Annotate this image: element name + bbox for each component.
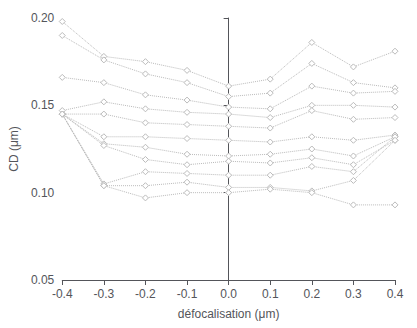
svg-text:0.2: 0.2 bbox=[303, 287, 320, 301]
svg-text:0.1: 0.1 bbox=[262, 287, 279, 301]
svg-text:défocalisation (μm): défocalisation (μm) bbox=[178, 307, 280, 321]
svg-text:0.0: 0.0 bbox=[220, 287, 237, 301]
svg-text:0.3: 0.3 bbox=[345, 287, 362, 301]
svg-text:0.10: 0.10 bbox=[31, 186, 55, 200]
svg-text:CD (μm): CD (μm) bbox=[7, 126, 21, 172]
svg-text:0.15: 0.15 bbox=[31, 98, 55, 112]
svg-text:-0.3: -0.3 bbox=[94, 287, 115, 301]
svg-text:-0.4: -0.4 bbox=[52, 287, 73, 301]
svg-text:0.20: 0.20 bbox=[31, 11, 55, 25]
svg-text:0.05: 0.05 bbox=[31, 273, 55, 287]
svg-text:-0.2: -0.2 bbox=[135, 287, 156, 301]
svg-text:0.4: 0.4 bbox=[387, 287, 404, 301]
svg-text:-0.1: -0.1 bbox=[177, 287, 198, 301]
